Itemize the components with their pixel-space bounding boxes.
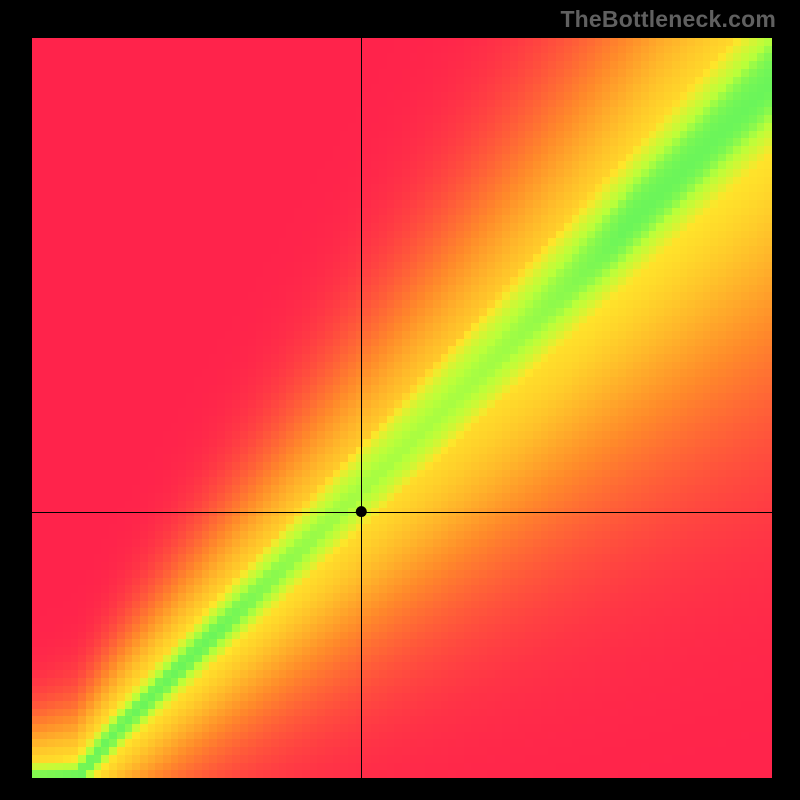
heatmap-canvas: [0, 0, 800, 800]
attribution-label: TheBottleneck.com: [560, 6, 776, 33]
chart-container: TheBottleneck.com: [0, 0, 800, 800]
